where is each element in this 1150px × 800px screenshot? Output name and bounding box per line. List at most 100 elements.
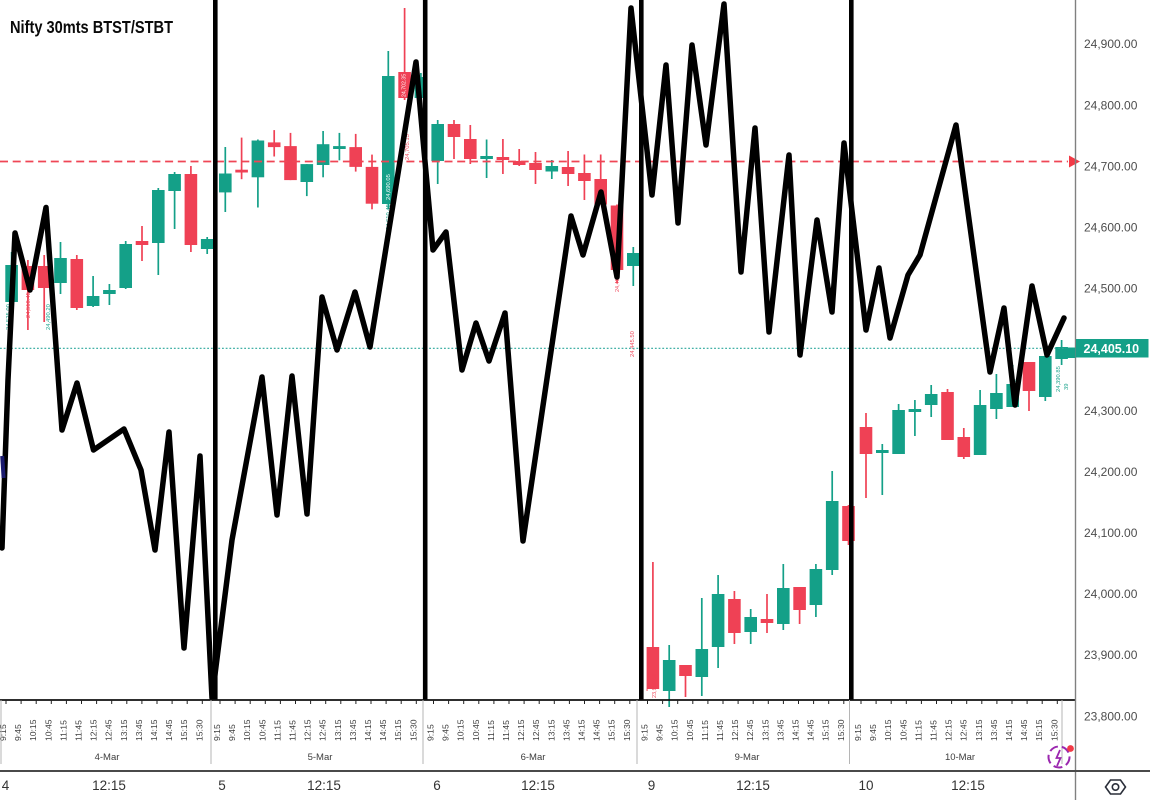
svg-text:39: 39 [1064, 384, 1070, 390]
svg-text:15:15: 15:15 [821, 719, 831, 741]
svg-text:10:45: 10:45 [898, 719, 908, 741]
svg-text:11:15: 11:15 [58, 720, 68, 741]
svg-text:11:15: 11:15 [272, 720, 282, 741]
svg-text:15:15: 15:15 [1034, 719, 1044, 741]
svg-text:24,702.35: 24,702.35 [402, 74, 408, 97]
svg-text:14:15: 14:15 [791, 719, 801, 741]
svg-text:10:45: 10:45 [257, 719, 267, 741]
svg-text:15:30: 15:30 [622, 719, 632, 741]
svg-text:Nifty 30mts BTST/STBT: Nifty 30mts BTST/STBT [10, 17, 173, 37]
svg-text:12:15: 12:15 [521, 778, 555, 793]
svg-text:12:15: 12:15 [736, 778, 770, 793]
svg-text:10:15: 10:15 [670, 719, 680, 741]
svg-text:12:15: 12:15 [89, 719, 99, 741]
svg-text:24,445.50: 24,445.50 [630, 331, 636, 357]
svg-text:15:15: 15:15 [179, 719, 189, 741]
svg-text:15:15: 15:15 [607, 719, 617, 741]
svg-text:13:15: 13:15 [974, 719, 984, 741]
svg-text:24,700.00: 24,700.00 [1084, 159, 1138, 173]
svg-text:12:15: 12:15 [307, 778, 341, 793]
svg-text:24,100.00: 24,100.00 [1084, 526, 1138, 540]
svg-text:24,705.15: 24,705.15 [405, 134, 411, 160]
svg-text:24,200.00: 24,200.00 [1084, 465, 1138, 479]
svg-text:10-Mar: 10-Mar [945, 752, 975, 763]
svg-text:10:15: 10:15 [28, 719, 38, 741]
svg-text:12:45: 12:45 [104, 719, 114, 741]
svg-text:14:45: 14:45 [164, 719, 174, 741]
svg-text:23,900.60: 23,900.60 [652, 674, 658, 698]
svg-text:24,390.85: 24,390.85 [1056, 366, 1062, 392]
svg-text:11:45: 11:45 [715, 720, 725, 741]
svg-text:12:15: 12:15 [730, 719, 740, 741]
svg-text:15:30: 15:30 [408, 719, 418, 741]
svg-text:11:45: 11:45 [929, 720, 939, 741]
svg-text:11:45: 11:45 [288, 720, 298, 741]
svg-text:13:15: 13:15 [546, 719, 556, 741]
svg-text:10:15: 10:15 [456, 719, 466, 741]
svg-text:14:15: 14:15 [149, 719, 159, 741]
svg-text:9-Mar: 9-Mar [735, 752, 760, 763]
svg-text:11:45: 11:45 [74, 720, 84, 741]
svg-text:14:45: 14:45 [1019, 719, 1029, 741]
svg-text:12:15: 12:15 [303, 719, 313, 741]
svg-text:12:15: 12:15 [92, 778, 126, 793]
svg-text:13:15: 13:15 [333, 719, 343, 741]
svg-text:9: 9 [648, 778, 656, 793]
svg-text:24,432: 24,432 [615, 275, 621, 292]
svg-text:13:45: 13:45 [561, 719, 571, 741]
svg-text:24,900.00: 24,900.00 [1084, 37, 1138, 51]
svg-text:15:15: 15:15 [393, 719, 403, 741]
svg-text:4: 4 [2, 778, 10, 793]
svg-text:12:15: 12:15 [944, 719, 954, 741]
svg-text:6: 6 [433, 778, 441, 793]
svg-text:13:45: 13:45 [134, 719, 144, 741]
svg-text:12:15: 12:15 [951, 778, 985, 793]
svg-text:12:15: 12:15 [516, 719, 526, 741]
svg-text:14:45: 14:45 [592, 719, 602, 741]
svg-text:13:45: 13:45 [775, 719, 785, 741]
svg-text:11:45: 11:45 [501, 720, 511, 741]
svg-text:9:45: 9:45 [655, 724, 665, 741]
svg-text:9:15: 9:15 [0, 724, 8, 741]
svg-text:14:15: 14:15 [577, 719, 587, 741]
svg-text:6-Mar: 6-Mar [521, 752, 546, 763]
svg-text:24,600.00: 24,600.00 [1084, 221, 1138, 235]
svg-text:13:15: 13:15 [119, 719, 129, 741]
svg-text:24,510.45: 24,510.45 [26, 292, 32, 318]
svg-text:14:45: 14:45 [806, 719, 816, 741]
svg-text:13:15: 13:15 [760, 719, 770, 741]
svg-text:9:45: 9:45 [227, 724, 237, 741]
svg-text:10:45: 10:45 [685, 719, 695, 741]
svg-text:24,500.00: 24,500.00 [1084, 282, 1138, 296]
svg-text:12:45: 12:45 [531, 719, 541, 741]
svg-text:10:45: 10:45 [471, 719, 481, 741]
svg-text:5: 5 [218, 778, 226, 793]
svg-text:11:15: 11:15 [913, 720, 923, 741]
svg-text:9:45: 9:45 [441, 724, 451, 741]
svg-text:10:15: 10:15 [242, 719, 252, 741]
svg-text:5-Mar: 5-Mar [308, 752, 333, 763]
svg-text:4-Mar: 4-Mar [95, 752, 120, 763]
svg-text:9:15: 9:15 [426, 724, 436, 741]
svg-text:12:45: 12:45 [959, 719, 969, 741]
svg-text:10:45: 10:45 [43, 719, 53, 741]
svg-text:10: 10 [858, 778, 873, 793]
svg-text:10:15: 10:15 [883, 719, 893, 741]
svg-text:9:45: 9:45 [868, 724, 878, 741]
svg-text:14:15: 14:15 [363, 719, 373, 741]
svg-text:24,800.00: 24,800.00 [1084, 98, 1138, 112]
svg-text:13:45: 13:45 [348, 719, 358, 741]
svg-text:24,300.00: 24,300.00 [1084, 404, 1138, 418]
svg-text:14:15: 14:15 [1004, 719, 1014, 741]
svg-text:24,000.00: 24,000.00 [1084, 587, 1138, 601]
svg-text:9:15: 9:15 [640, 724, 650, 741]
svg-text:9:15: 9:15 [853, 724, 863, 741]
svg-text:15:30: 15:30 [1049, 719, 1059, 741]
svg-text:12:45: 12:45 [318, 719, 328, 741]
svg-text:11:15: 11:15 [486, 720, 496, 741]
svg-text:15:30: 15:30 [194, 719, 204, 741]
svg-text:14:45: 14:45 [378, 719, 388, 741]
svg-text:12:45: 12:45 [745, 719, 755, 741]
svg-text:9:15: 9:15 [212, 724, 222, 741]
svg-text:24,490.20: 24,490.20 [46, 304, 52, 330]
